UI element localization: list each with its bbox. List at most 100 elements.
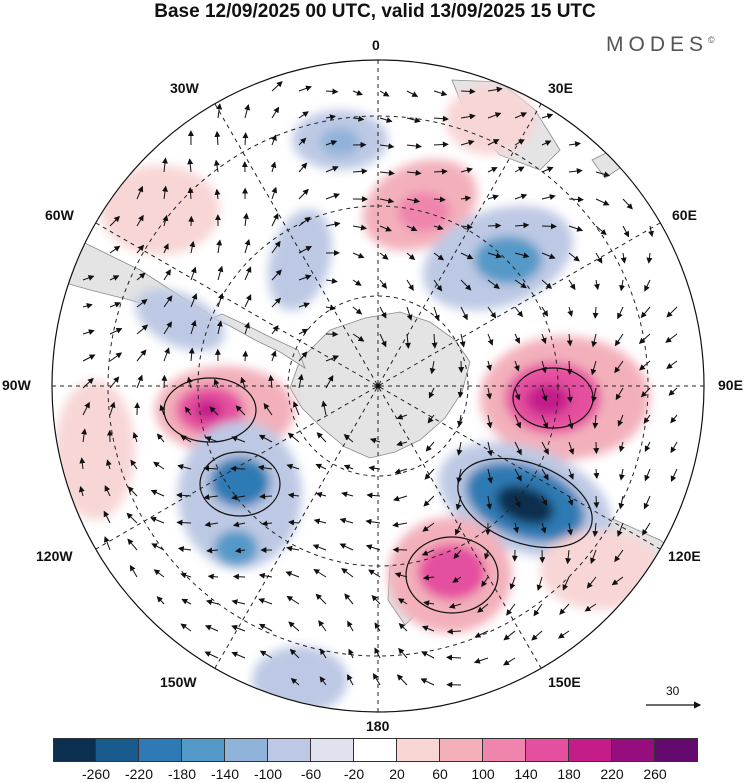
wind-vector — [487, 306, 497, 319]
wind-vector — [270, 161, 277, 173]
wind-vector — [541, 360, 547, 374]
wind-vector — [452, 576, 462, 583]
wind-vector — [150, 489, 165, 497]
wind-vector — [240, 376, 246, 389]
wind-vector — [531, 630, 543, 641]
wind-vector — [325, 166, 339, 173]
wind-vector — [455, 495, 462, 511]
wind-vector — [313, 518, 327, 525]
wind-vector — [204, 651, 219, 659]
wind-vector — [536, 576, 543, 591]
wind-vector — [258, 598, 273, 605]
wind-vector — [559, 603, 570, 615]
wind-vector — [460, 139, 475, 146]
wind-vector — [285, 571, 300, 578]
wind-vector — [321, 400, 328, 416]
wind-vector — [316, 432, 327, 443]
wind-vector — [79, 457, 86, 470]
anomaly-blob — [496, 485, 554, 525]
wind-vector — [109, 275, 120, 281]
graticule — [52, 60, 704, 712]
wind-vector — [591, 333, 598, 348]
colorbar-tick-label: 180 — [557, 766, 581, 782]
wind-vector — [271, 134, 277, 146]
wind-vector — [348, 648, 354, 659]
wind-vector — [258, 623, 273, 632]
wind-vector — [379, 333, 387, 348]
wind-vector — [393, 495, 408, 502]
wind-vector — [177, 463, 192, 470]
colorbar-swatch — [182, 738, 225, 762]
wind-vector — [259, 650, 273, 659]
wind-vector — [422, 574, 435, 581]
wind-vector — [406, 90, 419, 97]
wind-vector — [161, 157, 168, 173]
wind-vector — [562, 576, 570, 591]
wind-vector — [163, 321, 172, 335]
wind-vector — [162, 214, 169, 227]
colorbar-tick-label: 60 — [432, 766, 448, 782]
wind-vector — [82, 401, 90, 416]
wind-vector — [271, 213, 279, 227]
wind-vector — [666, 360, 678, 369]
wind-vector — [153, 569, 165, 578]
wind-vector — [486, 387, 493, 400]
wind-vector — [644, 468, 651, 482]
wind-vector — [590, 360, 597, 376]
wind-vector — [541, 194, 556, 200]
wind-vector — [103, 510, 111, 524]
wind-vector — [506, 603, 516, 616]
wind-vector — [446, 628, 462, 635]
wind-vector — [244, 266, 252, 281]
wind-vector — [259, 493, 273, 500]
wind-vector — [541, 387, 548, 402]
wind-vector — [406, 279, 414, 291]
wind-vector — [129, 564, 138, 578]
wind-vector — [315, 593, 327, 605]
anomaly-blob — [252, 646, 348, 712]
wind-vector — [541, 166, 554, 173]
wind-vector — [136, 244, 145, 254]
wind-vector — [341, 567, 354, 578]
wind-vector — [406, 117, 421, 124]
wind-vector — [460, 167, 473, 174]
wind-vector — [82, 303, 93, 309]
wind-vector — [368, 569, 381, 578]
wind-vector — [670, 414, 678, 424]
wind-vector — [289, 648, 300, 659]
wind-vector — [163, 295, 173, 308]
wind-vector — [82, 275, 95, 281]
wind-vector — [568, 141, 581, 148]
wind-vector — [270, 350, 277, 362]
wind-vector — [456, 441, 463, 456]
wind-vector — [398, 647, 408, 659]
wind-vector — [668, 387, 678, 396]
wind-vector — [374, 647, 381, 659]
wind-vector — [132, 431, 139, 443]
colorbar-swatch — [53, 738, 96, 762]
wind-vector — [288, 519, 300, 526]
wind-vector — [617, 414, 624, 427]
wind-vector — [232, 521, 246, 528]
wind-vector — [339, 517, 354, 524]
wind-vector — [614, 360, 624, 374]
wind-vectors — [78, 81, 678, 688]
wind-vector — [188, 347, 195, 362]
wind-vector — [557, 630, 570, 639]
wind-vector — [396, 674, 408, 686]
wind-vector — [514, 279, 527, 289]
wind-vector — [514, 306, 524, 318]
wind-vector — [514, 252, 530, 259]
wind-vector — [109, 376, 120, 389]
wind-vector — [568, 225, 584, 232]
wind-vector — [162, 185, 168, 200]
wind-vector — [136, 324, 149, 335]
colorbar-swatch — [655, 738, 698, 762]
wind-vector — [460, 252, 474, 260]
colorbar-tick-label: -140 — [210, 766, 240, 782]
wind-vector — [620, 252, 627, 264]
wind-vector — [568, 441, 575, 455]
wind-vector — [433, 279, 443, 292]
anomaly-blob — [100, 165, 220, 255]
lon-label-120w: 120W — [36, 548, 73, 564]
